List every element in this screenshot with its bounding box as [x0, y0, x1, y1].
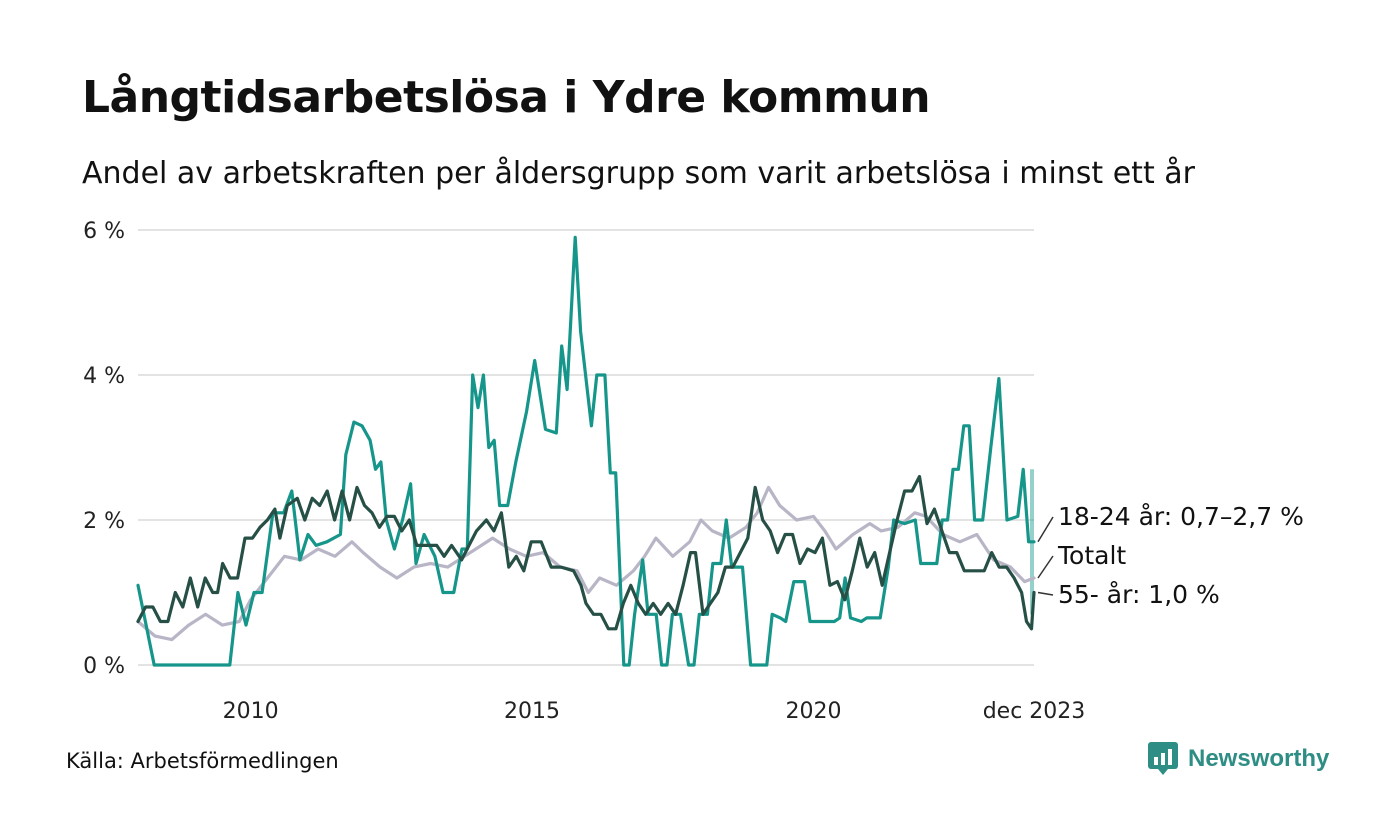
- source-note: Källa: Arbetsförmedlingen: [66, 749, 339, 773]
- y-tick-label: 2 %: [83, 509, 125, 534]
- x-axis-tick-labels: 2010 2015 2020 dec 2023: [223, 699, 1086, 724]
- x-tick-label: dec 2023: [983, 699, 1086, 724]
- end-labels: 18-24 år: 0,7–2,7 % Totalt 55- år: 1,0 %: [1037, 502, 1304, 609]
- series-line-senior: [136, 474, 1036, 631]
- series-line-youth: [136, 235, 1036, 667]
- newsworthy-logo-icon: [1148, 742, 1178, 775]
- end-label-total: Totalt: [1057, 541, 1126, 570]
- chart-subtitle: Andel av arbetskraften per åldersgrupp s…: [82, 156, 1195, 191]
- x-tick-label: 2020: [786, 699, 842, 724]
- y-axis-tick-labels: 0 % 2 % 4 % 6 %: [83, 219, 125, 679]
- label-leader-senior: [1037, 591, 1054, 596]
- y-tick-label: 6 %: [83, 219, 125, 244]
- end-label-senior: 55- år: 1,0 %: [1058, 580, 1220, 609]
- y-tick-label: 4 %: [83, 364, 125, 389]
- brand-name: Newsworthy: [1188, 745, 1330, 772]
- end-label-youth: 18-24 år: 0,7–2,7 %: [1058, 502, 1304, 531]
- x-tick-label: 2015: [504, 699, 560, 724]
- label-leader-total: [1037, 555, 1054, 579]
- chart-title: Långtidsarbetslösa i Ydre kommun: [82, 72, 931, 123]
- brand-logo: Newsworthy: [1148, 742, 1329, 776]
- label-leader-youth: [1037, 516, 1054, 543]
- x-tick-label: 2010: [223, 699, 279, 724]
- series-lines: [136, 235, 1036, 667]
- y-tick-label: 0 %: [83, 654, 125, 679]
